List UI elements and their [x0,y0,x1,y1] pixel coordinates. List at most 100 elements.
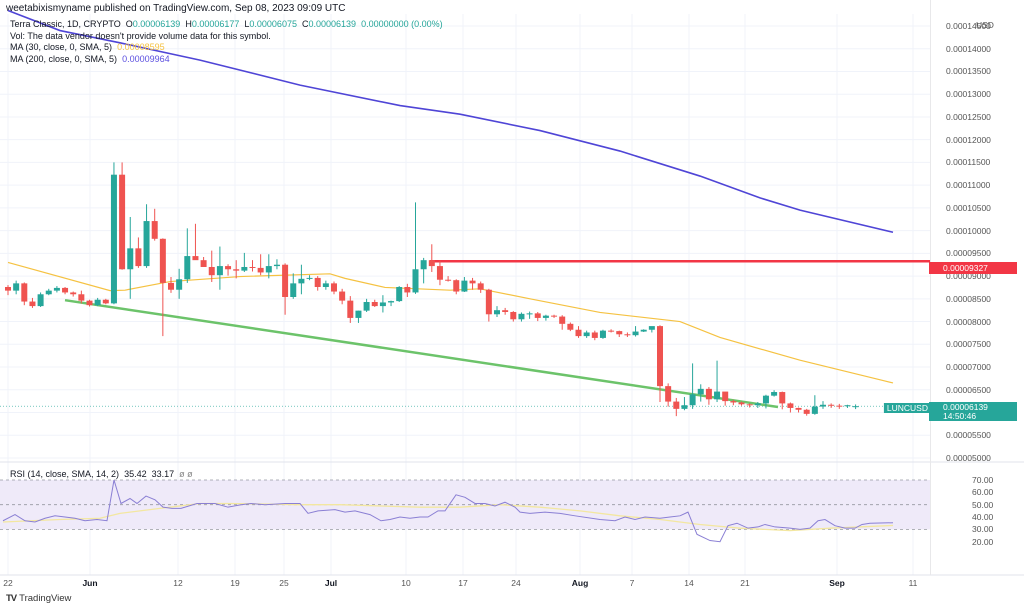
candle-body [575,329,582,337]
time-tick-label: Jul [324,578,338,588]
price-tick-label: 0.00010000 [946,225,991,236]
candle-body [510,312,517,320]
price-tick-label: 0.00013500 [946,66,991,77]
candle-body [714,391,721,400]
ma30-value: 0.00008595 [117,42,165,52]
time-tick-label: Aug [571,578,589,588]
candle-body [583,332,590,337]
candle-body [298,278,305,284]
time-tick-label: Jun [82,578,98,588]
candle-body [94,299,101,306]
candle-body [665,386,672,402]
candle-body [37,294,44,307]
candle-body [657,326,663,387]
candle-body [192,256,199,261]
candle-body [689,394,696,406]
price-tick-label: 0.00005000 [946,452,991,463]
price-tick-label: 0.00014000 [946,43,991,54]
bar-countdown: 14:50:46 [943,411,977,421]
candle-body [616,331,623,335]
time-tick-label: 19 [230,578,240,588]
time-tick-label: 24 [511,578,521,588]
current-price-tag: 0.00006139 14:50:46 [929,402,1017,421]
candle-body [461,280,468,292]
candle-body [379,302,386,307]
publisher-line: weetabixismyname published on TradingVie… [6,3,346,14]
candle-body [282,264,289,298]
candle-body [436,266,443,280]
candle-body [265,266,272,273]
candle-body [290,283,297,298]
candle-body [241,266,248,271]
candle-body [502,310,509,313]
candle-body [852,406,859,408]
candle-body [844,405,851,407]
candle-body [127,248,134,270]
candle-body [754,403,761,406]
rsi-line [2,479,894,543]
candle-body [673,401,680,409]
currency-label: USD [976,20,994,30]
rsi-tick-label: 50.00 [972,499,994,510]
close-value: 0.00006139 [308,19,357,29]
price-tick-label: 0.00007500 [946,339,991,350]
candle-body [771,392,778,396]
time-tick-label: Sep [829,578,845,588]
support-trendline [64,298,779,409]
candle-body [559,316,566,324]
candle-body [78,294,85,301]
resistance-price-tag: 0.00009327 [929,262,1017,274]
candle-body [110,174,117,304]
price-tick-label: 0.00006500 [946,384,991,395]
candle-body [779,392,786,404]
candle-body [216,266,223,276]
candle-body [828,404,835,406]
tradingview-logo[interactable]: TV TradingView [6,593,71,604]
candle-body [820,404,826,407]
candle-body [225,266,232,270]
candle-body [730,401,737,403]
candle-body [184,256,191,280]
candle-body [119,174,126,270]
time-tick-label: 7 [629,578,635,588]
candle-body [697,388,704,395]
candle-body [388,301,395,303]
candle-body [738,402,745,405]
candle-body [176,279,183,290]
candle-body [746,404,753,406]
change-value: 0.00000000 (0.00%) [361,19,443,29]
rsi-legend[interactable]: RSI (14, close, SMA, 14, 2) 35.42 33.17 … [10,469,193,479]
candle-body [624,334,631,336]
price-tick-label: 0.00011500 [946,157,991,168]
candle-body [102,299,109,304]
volume-note[interactable]: Vol: The data vendor doesn't provide vol… [10,30,271,41]
time-tick-label: 10 [401,578,411,588]
price-axis[interactable] [930,0,1024,575]
current-price: 0.00006139 [943,402,988,412]
candle-body [803,409,810,414]
candle-body [412,269,419,293]
rsi-value: 35.42 [124,469,147,479]
candle-body [5,286,11,291]
time-tick-label: 21 [740,578,750,588]
time-tick-label: 11 [908,578,918,588]
symbol-title[interactable]: Terra Classic, 1D, CRYPTO [10,19,121,29]
candle-body [453,280,460,292]
candle-body [608,330,615,332]
ma30-legend[interactable]: MA (30, close, 0, SMA, 5) 0.00008595 [10,42,165,52]
candle-body [62,287,69,293]
price-tick-label: 0.00014500 [946,21,991,31]
candle-body [314,277,321,287]
tv-logo-icon: TV [6,593,17,604]
candle-body [339,291,346,301]
candle-body [159,238,166,283]
candle-body [306,277,313,279]
candle-body [135,248,142,267]
price-tick-label: 0.00009500 [946,248,991,259]
brand-name: TradingView [19,593,72,604]
candle-body [567,323,574,330]
ma200-legend[interactable]: MA (200, close, 0, SMA, 5) 0.00009964 [10,53,170,64]
candle-body [13,283,20,291]
price-tick-label: 0.00013000 [946,89,991,100]
